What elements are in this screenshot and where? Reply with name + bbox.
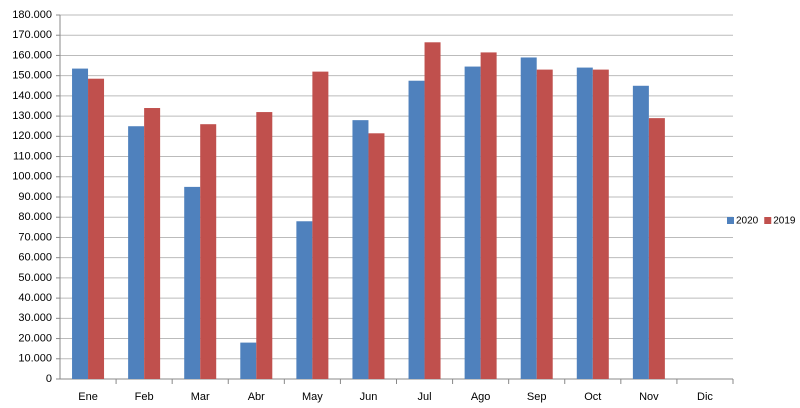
y-tick-label: 140.000 [12,90,52,102]
x-tick-label: Jun [360,391,378,403]
bar [368,133,385,379]
legend-label: 2020 [736,216,759,227]
bar [128,126,145,379]
y-tick-label: 10.000 [18,353,52,365]
x-tick-label: Oct [584,391,601,403]
legend-label: 2019 [773,216,796,227]
y-tick-label: 0 [46,373,52,385]
x-tick-label: Sep [527,391,547,403]
bar [256,112,273,380]
y-tick-label: 160.000 [12,49,52,61]
bar [592,69,609,379]
bar [536,69,553,379]
legend-swatch [727,217,734,224]
bar [72,68,89,379]
bar [464,66,481,380]
y-tick-label: 60.000 [18,252,52,264]
x-tick-label: Jul [418,391,432,403]
bar [424,42,441,380]
x-tick-label: Feb [135,391,154,403]
bar [648,118,665,379]
bar [296,221,313,379]
bar [408,80,425,379]
y-tick-label: 90.000 [18,191,52,203]
x-tick-label: Abr [248,391,265,403]
bar [520,57,537,379]
x-tick-label: Ago [471,391,491,403]
y-tick-label: 170.000 [12,29,52,41]
y-tick-label: 120.000 [12,130,52,142]
bar [240,342,257,379]
y-tick-label: 20.000 [18,332,52,344]
bar [200,124,217,379]
y-tick-label: 180.000 [12,9,52,21]
bar [480,52,497,380]
x-tick-label: Ene [78,391,98,403]
x-tick-label: Nov [639,391,659,403]
y-tick-label: 70.000 [18,231,52,243]
x-tick-label: May [302,391,323,403]
y-tick-label: 50.000 [18,272,52,284]
bar [144,108,161,380]
x-tick-label: Dic [697,391,713,403]
y-tick-label: 150.000 [12,70,52,82]
y-tick-label: 30.000 [18,312,52,324]
y-tick-label: 130.000 [12,110,52,122]
bar [576,67,593,380]
bar [632,85,649,380]
y-tick-label: 100.000 [12,171,52,183]
legend-swatch [764,217,772,224]
bar [312,71,329,379]
y-tick-label: 110.000 [13,150,52,162]
y-tick-label: 80.000 [18,211,52,223]
bar [352,120,369,380]
bar [184,186,201,379]
bar [88,78,105,379]
y-tick-label: 40.000 [18,292,52,304]
x-tick-label: Mar [191,391,210,403]
